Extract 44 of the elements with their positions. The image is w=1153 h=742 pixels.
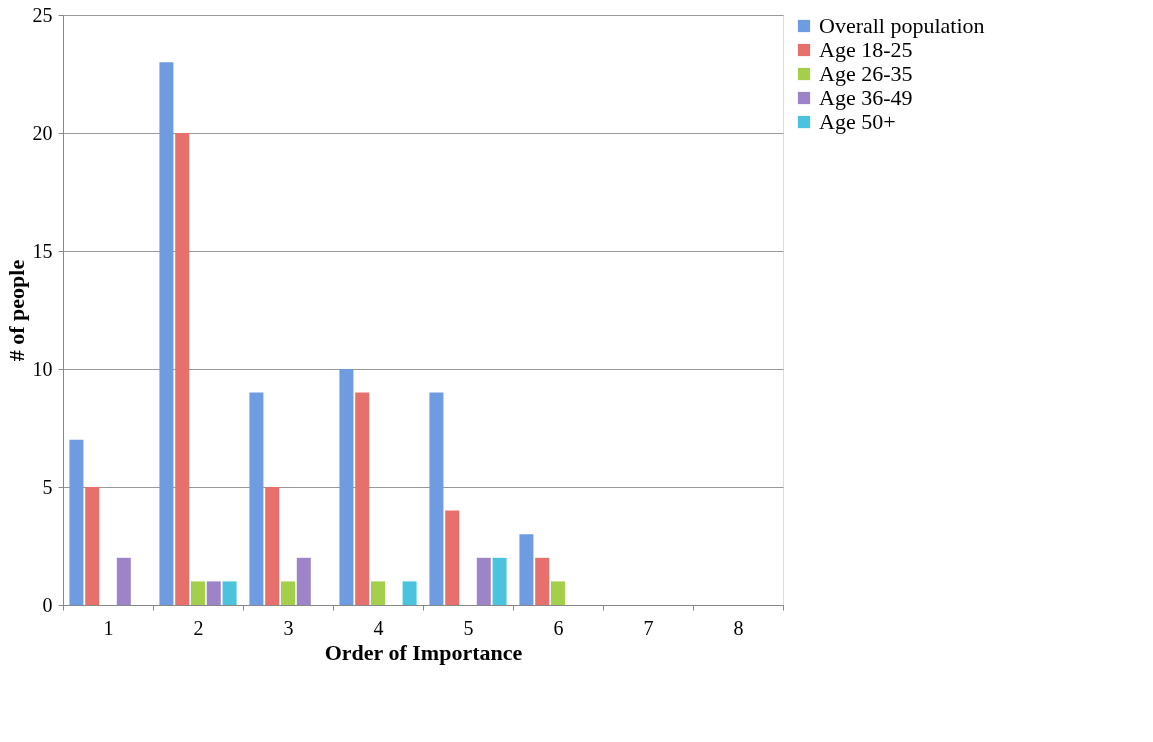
bar (175, 133, 190, 605)
bar (69, 439, 84, 605)
y-tick-label: 0 (42, 593, 53, 616)
x-axis-title: Order of Importance (324, 639, 523, 665)
y-tick-label: 10 (32, 357, 53, 380)
bar (476, 557, 491, 605)
y-tick-label: 15 (32, 239, 53, 262)
legend-label: Overall population (819, 13, 985, 38)
y-tick-label: 20 (32, 121, 53, 144)
bar (222, 581, 237, 605)
legend-label: Age 36-49 (819, 85, 913, 110)
bar (265, 487, 280, 605)
y-tick-label: 5 (42, 475, 53, 498)
bar (116, 557, 131, 605)
x-tick-label: 1 (103, 616, 114, 639)
bar (445, 510, 460, 605)
y-axis-title: # of people (3, 259, 29, 362)
bar (85, 487, 100, 605)
bar (355, 392, 370, 605)
x-tick-label: 2 (193, 616, 204, 639)
bar (281, 581, 295, 605)
legend-label: Age 18-25 (819, 37, 913, 62)
bar (551, 581, 565, 605)
x-tick-label: 7 (643, 616, 654, 639)
legend-label: Age 50+ (819, 109, 896, 134)
x-tick-label: 8 (733, 616, 744, 639)
y-tick-label: 25 (32, 3, 53, 26)
x-tick-label: 6 (553, 616, 564, 639)
bar (429, 392, 444, 605)
bar (402, 581, 417, 605)
bar (339, 369, 354, 605)
bar (249, 392, 264, 605)
legend-label: Age 26-35 (819, 61, 913, 86)
bar (206, 581, 221, 605)
bar (371, 581, 385, 605)
x-tick-label: 5 (463, 616, 474, 639)
bar (159, 62, 174, 605)
bar (296, 557, 311, 605)
bar (492, 557, 507, 605)
x-tick-label: 4 (373, 616, 384, 639)
bar (535, 557, 550, 605)
bar (191, 581, 205, 605)
bar (519, 534, 534, 605)
x-tick-label: 3 (283, 616, 294, 639)
